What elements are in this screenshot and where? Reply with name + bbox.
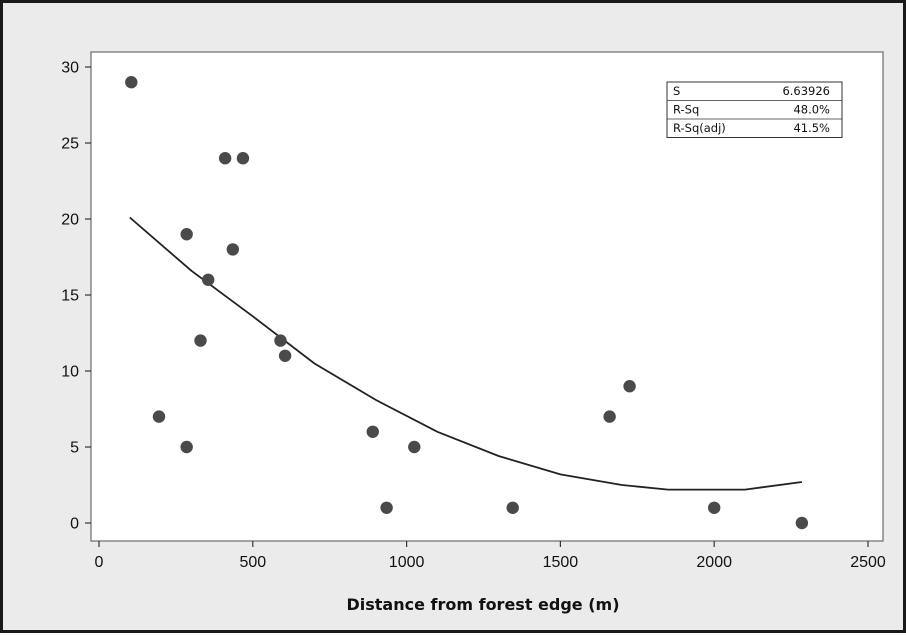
data-point xyxy=(795,516,809,530)
y-tick-label: 10 xyxy=(61,364,79,381)
y-tick-label: 20 xyxy=(61,212,79,229)
data-point xyxy=(201,273,215,286)
data-point xyxy=(218,152,232,165)
x-tick-label: 1000 xyxy=(389,554,425,571)
y-tick-label: 0 xyxy=(70,516,79,533)
stats-value: 48.0% xyxy=(793,103,830,117)
data-point xyxy=(366,425,379,438)
data-point xyxy=(180,440,193,454)
data-points xyxy=(125,76,809,530)
x-tick-label: 0 xyxy=(95,554,104,571)
stats-box-border xyxy=(666,81,843,138)
scatter-chart: 0 5 10 15 20 25 30 0 500 1000 1500 2000 2500 S 6.639… xyxy=(61,51,886,614)
stats-label: R-Sq xyxy=(673,103,699,117)
data-point xyxy=(274,334,287,347)
x-tick-label: 1500 xyxy=(543,554,579,571)
y-tick-label: 5 xyxy=(70,440,79,457)
data-point xyxy=(236,152,250,165)
fit-curve xyxy=(129,216,803,491)
y-tick-label: 15 xyxy=(61,288,79,305)
stats-box: S 6.63926 R-Sq 48.0% R-Sq(adj) 41.5% xyxy=(666,81,843,138)
data-point xyxy=(194,334,207,347)
data-point xyxy=(506,501,519,514)
data-point xyxy=(278,349,292,362)
stats-value: 41.5% xyxy=(793,121,830,135)
data-point xyxy=(623,380,636,393)
data-point xyxy=(603,410,616,423)
y-tick-label: 30 xyxy=(61,60,79,77)
x-tick-label: 500 xyxy=(239,554,266,571)
y-axis: 0 5 10 15 20 25 30 xyxy=(61,60,91,533)
x-axis: 0 500 1000 1500 2000 2500 xyxy=(95,541,886,571)
stats-label: R-Sq(adj) xyxy=(673,121,726,135)
x-axis-title: Distance from forest edge (m) xyxy=(346,595,619,614)
data-point xyxy=(708,501,721,514)
data-point xyxy=(226,243,240,256)
data-point xyxy=(152,410,166,423)
data-point xyxy=(380,501,393,514)
fit-line-group xyxy=(129,216,803,491)
x-tick-label: 2500 xyxy=(850,554,886,571)
data-point xyxy=(180,228,193,241)
y-tick-label: 25 xyxy=(61,136,79,153)
stats-value: 6.63926 xyxy=(782,84,830,98)
data-point xyxy=(125,76,138,89)
data-point xyxy=(408,440,421,454)
stats-label: S xyxy=(673,84,680,98)
x-tick-label: 2000 xyxy=(696,554,732,571)
